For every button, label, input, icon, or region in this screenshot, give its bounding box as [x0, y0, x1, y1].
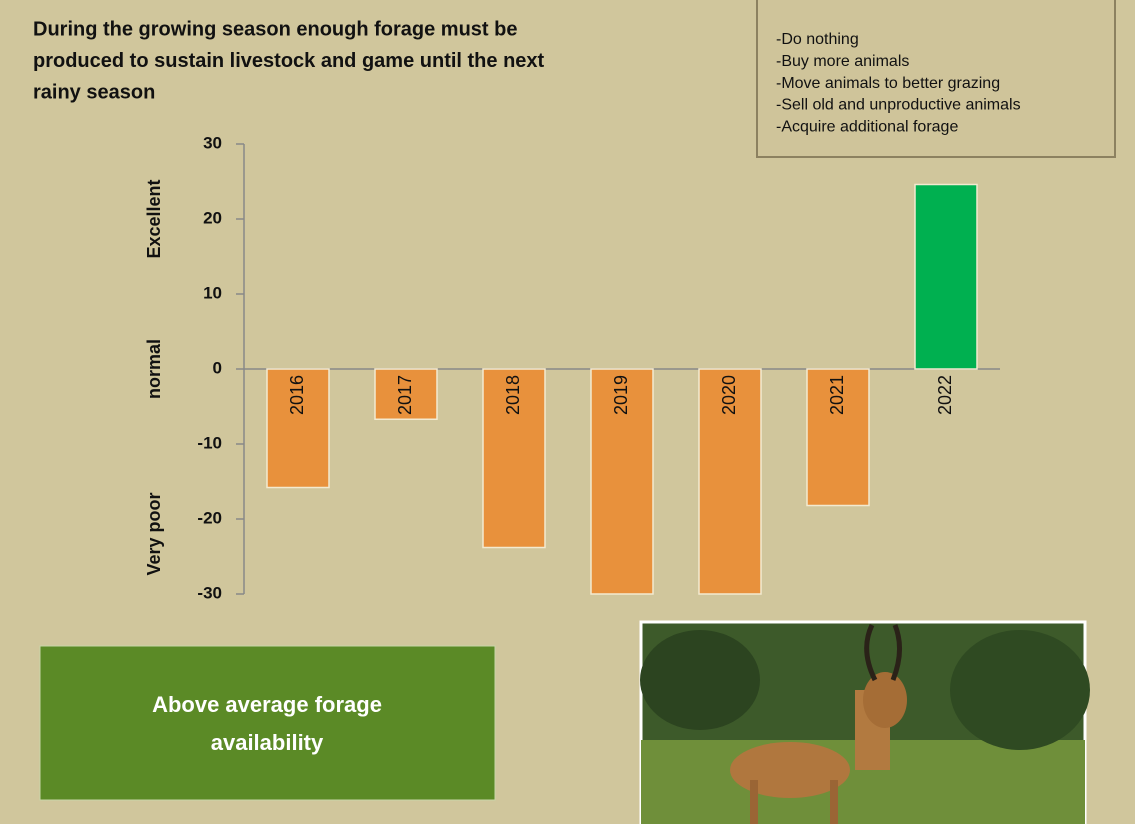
slide: During the growing season enough forage … [0, 0, 1135, 824]
y-tick-label: -10 [197, 433, 222, 452]
subtitle: During the growing season enough forage … [33, 18, 517, 40]
x-tick-label: 2018 [503, 375, 523, 415]
y-tick-label: 20 [203, 208, 222, 227]
option: -Buy more animals [776, 53, 909, 70]
status-box [40, 646, 495, 800]
y-tick-label: -30 [197, 583, 222, 602]
band-label: normal [144, 339, 164, 399]
x-tick-label: 2022 [935, 375, 955, 415]
bar [915, 185, 977, 370]
status-text: availability [211, 730, 324, 755]
y-tick-label: 0 [213, 358, 222, 377]
x-tick-label: 2020 [719, 375, 739, 415]
x-tick-label: 2017 [395, 375, 415, 415]
photo [640, 622, 1090, 824]
option: -Do nothing [776, 31, 859, 48]
y-tick-label: 10 [203, 283, 222, 302]
band-label: Very poor [144, 492, 164, 575]
x-tick-label: 2016 [287, 375, 307, 415]
x-tick-label: 2019 [611, 375, 631, 415]
y-tick-label: 30 [203, 133, 222, 152]
subtitle: rainy season [33, 81, 155, 103]
option: -Acquire additional forage [776, 118, 958, 135]
y-tick-label: -20 [197, 508, 222, 527]
band-label: Excellent [144, 179, 164, 258]
option: -Move animals to better grazing [776, 75, 1000, 92]
subtitle: produced to sustain livestock and game u… [33, 50, 545, 72]
option: -Sell old and unproductive animals [776, 97, 1021, 114]
status-text: Above average forage [152, 692, 382, 717]
x-tick-label: 2021 [827, 375, 847, 415]
